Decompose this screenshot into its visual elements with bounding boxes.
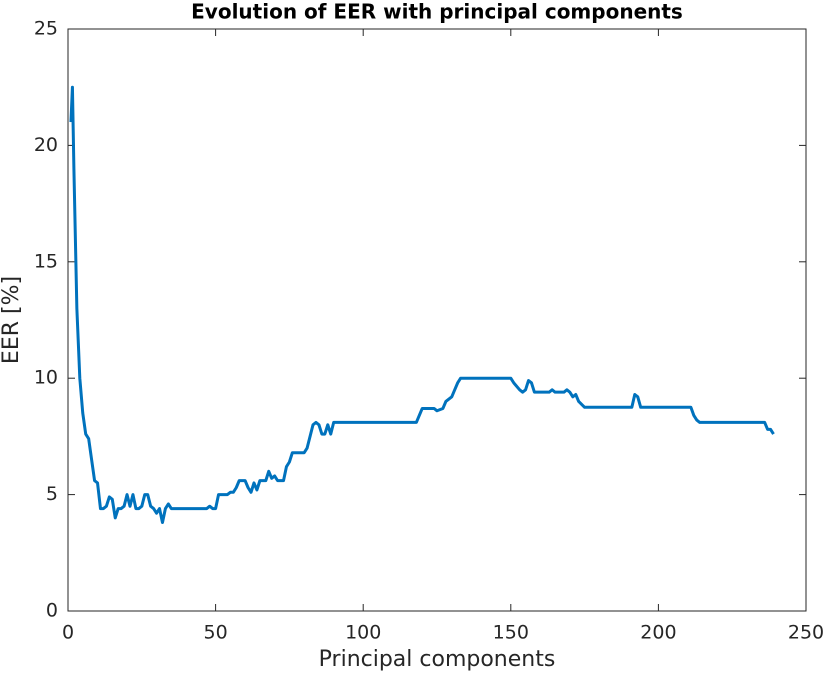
chart-title: Evolution of EER with principal componen…	[191, 0, 683, 24]
y-tick-label: 10	[34, 367, 58, 389]
line-series	[69, 85, 775, 525]
y-tick-label: 5	[46, 483, 58, 505]
y-tick-label: 15	[34, 250, 58, 272]
x-axis-label: Principal components	[319, 647, 556, 672]
x-tick-label: 50	[204, 622, 228, 644]
y-tick-label: 20	[34, 134, 58, 156]
y-axis-label: EER [%]	[0, 276, 24, 364]
x-tick-label: 250	[788, 622, 824, 644]
x-tick-label: 150	[493, 622, 529, 644]
plot-frame	[67, 28, 807, 612]
y-tick-label: 25	[34, 18, 58, 40]
x-tick-label: 0	[62, 622, 74, 644]
y-tick-label: 0	[46, 600, 58, 622]
x-tick-label: 200	[640, 622, 676, 644]
x-tick-label: 100	[345, 622, 381, 644]
